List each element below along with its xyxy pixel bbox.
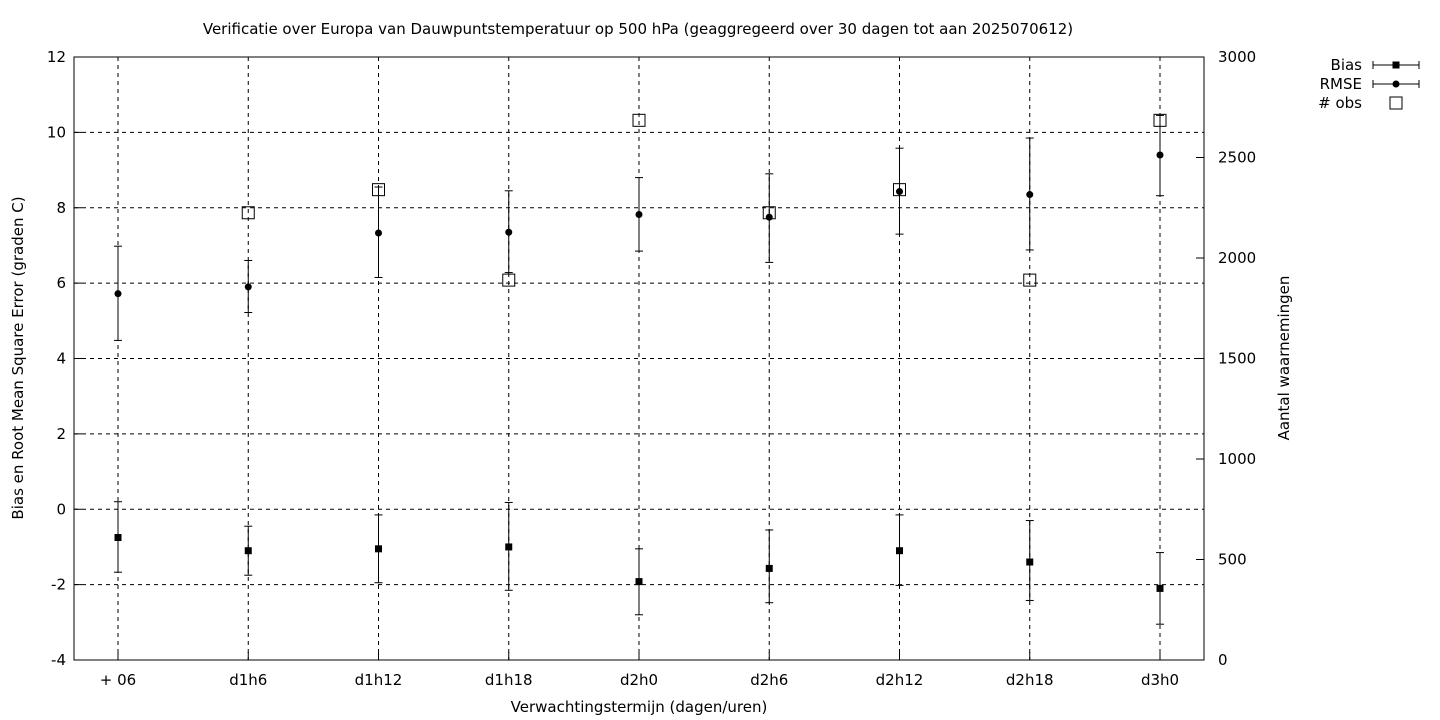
legend-marker-square — [1392, 61, 1400, 69]
x-tick-label: d1h12 — [355, 671, 403, 689]
x-tick-label: d3h0 — [1141, 671, 1179, 689]
obs-count-point — [1023, 273, 1037, 287]
bias-point — [375, 545, 382, 553]
legend-label: Bias — [1331, 56, 1363, 74]
obs-count-point — [502, 273, 516, 287]
bias-point — [114, 534, 122, 542]
y-tick-label: 2 — [56, 425, 66, 443]
bias-point — [635, 578, 643, 586]
y-tick-label: -4 — [51, 651, 66, 669]
y2-tick-label: 500 — [1218, 551, 1247, 569]
y2-tick-label: 2000 — [1218, 249, 1256, 267]
rmse-point — [244, 283, 252, 291]
series-obs — [241, 113, 1167, 287]
y2-tick-label: 1000 — [1218, 450, 1256, 468]
legend-marker-open-square — [1389, 96, 1403, 110]
y-tick-label: -2 — [51, 576, 66, 594]
y-tick-label: 0 — [56, 500, 66, 518]
x-tick-label: d2h0 — [620, 671, 658, 689]
y-tick-label: 8 — [56, 199, 66, 217]
y-tick-label: 10 — [47, 123, 66, 141]
y-tick-label: 6 — [56, 274, 66, 292]
y2-tick-label: 3000 — [1218, 48, 1256, 66]
bias-point — [1026, 558, 1034, 566]
rmse-point — [375, 229, 382, 237]
rmse-point — [765, 213, 773, 221]
rmse-point — [114, 290, 122, 298]
y-axis-label: Bias en Root Mean Square Error (graden C… — [9, 196, 27, 519]
obs-count-point — [241, 206, 255, 220]
obs-count-point — [632, 113, 646, 127]
y-tick-label: 12 — [47, 48, 66, 66]
legend-label: # obs — [1318, 94, 1362, 112]
x-axis: + 06 d1h6 d1h12 d1h18 d2h0 d2h6 d2h12 d2h18 d3h0 — [100, 652, 1179, 689]
obs-count-point — [372, 183, 385, 197]
chart-title: Verificatie over Europa van Dauwpuntstem… — [203, 20, 1073, 38]
y-axis-right: 0 500 1000 1500 2000 2500 3000 — [1196, 48, 1256, 669]
x-tick-label: d2h18 — [1006, 671, 1054, 689]
y2-tick-label: 2500 — [1218, 149, 1256, 167]
x-tick-label: d2h6 — [750, 671, 788, 689]
rmse-point — [635, 211, 643, 219]
y2-axis-label: Aantal waarnemingen — [1275, 276, 1293, 441]
x-axis-label: Verwachtingstermijn (dagen/uren) — [511, 698, 768, 716]
series-bias — [114, 501, 1164, 625]
legend-marker-circle — [1392, 80, 1400, 88]
bias-point — [896, 547, 903, 555]
series-rmse — [114, 114, 1164, 341]
x-tick-label: d2h12 — [876, 671, 924, 689]
y2-tick-label: 0 — [1218, 651, 1228, 669]
obs-count-point — [1153, 113, 1167, 127]
y-axis-left: -4 -2 0 2 4 6 8 10 12 — [47, 48, 82, 669]
x-tick-label: d1h18 — [485, 671, 533, 689]
x-tick-label: d1h6 — [229, 671, 267, 689]
y-tick-label: 4 — [56, 350, 66, 368]
rmse-point — [1156, 151, 1164, 159]
bias-point — [765, 564, 773, 572]
bias-point — [505, 543, 513, 551]
obs-count-point — [893, 183, 906, 197]
legend-label: RMSE — [1320, 75, 1362, 93]
y2-tick-label: 1500 — [1218, 350, 1256, 368]
obs-count-point — [762, 206, 776, 220]
rmse-point — [1026, 191, 1034, 199]
rmse-point — [896, 188, 903, 196]
bias-point — [1156, 584, 1164, 592]
x-tick-label: + 06 — [100, 671, 136, 689]
rmse-point — [505, 228, 513, 236]
bias-point — [244, 547, 252, 555]
data-series — [114, 113, 1167, 625]
